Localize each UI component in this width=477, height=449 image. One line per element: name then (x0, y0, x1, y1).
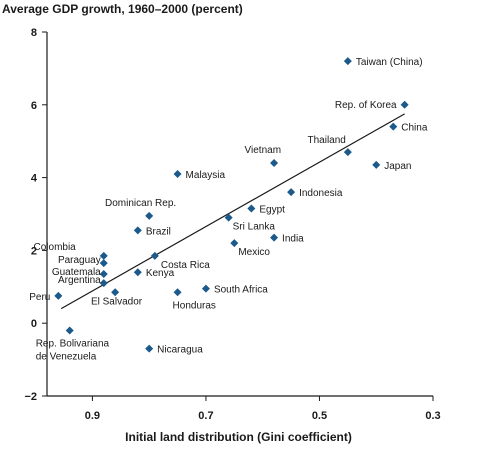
data-point (247, 204, 256, 213)
point-label: Egypt (259, 205, 285, 216)
point-label: Nicaragua (157, 345, 203, 356)
data-point (99, 251, 108, 260)
point-label: Rep. of Korea (335, 100, 397, 111)
data-point (201, 284, 210, 293)
x-tick-label: 0.3 (425, 410, 440, 422)
trend-line (60, 113, 405, 310)
data-point (400, 100, 409, 109)
point-label: Sri Lanka (233, 222, 276, 233)
point-label: Kenya (146, 268, 175, 279)
point-label: Rep. Bolivariana de Venezuela (36, 338, 110, 362)
data-point (287, 188, 296, 197)
point-label: Mexico (238, 247, 270, 258)
data-point (145, 211, 154, 220)
data-point (133, 226, 142, 235)
point-label: Brazil (146, 226, 171, 237)
point-label: Japan (384, 161, 411, 172)
point-label: South Africa (214, 285, 268, 296)
x-tick-label: 0.5 (312, 410, 327, 422)
point-label: India (282, 234, 304, 245)
point-label: Argentina (58, 275, 101, 286)
point-label: Taiwan (China) (356, 57, 423, 68)
x-tick-label: 0.9 (85, 410, 100, 422)
point-label: Honduras (173, 300, 216, 311)
y-tick-label: 0 (31, 318, 37, 330)
point-label: Paraguay (58, 255, 101, 266)
y-tick-label: −2 (24, 391, 37, 403)
data-point (173, 169, 182, 178)
point-label: China (401, 123, 428, 134)
chart-title: Average GDP growth, 1960–2000 (percent) (2, 2, 243, 16)
data-point (54, 291, 63, 300)
point-label: Dominican Rep. (105, 198, 176, 209)
data-point (270, 233, 279, 242)
data-point (389, 122, 398, 131)
data-point (133, 268, 142, 277)
point-label: Malaysia (186, 170, 226, 181)
y-tick-label: 8 (31, 27, 37, 39)
point-label: Colombia (34, 242, 77, 253)
x-tick-label: 0.7 (198, 410, 213, 422)
point-label: El Salvador (91, 296, 143, 307)
point-label: Indonesia (299, 188, 343, 199)
data-point (99, 270, 108, 279)
data-point (150, 251, 159, 260)
y-tick-label: 4 (31, 173, 38, 185)
point-label: Peru (29, 292, 50, 303)
y-tick-label: 6 (31, 100, 37, 112)
data-point (230, 239, 239, 248)
data-point (145, 344, 154, 353)
data-point (343, 57, 352, 66)
point-label: Vietnam (245, 145, 282, 156)
point-label: Guatemala (52, 267, 101, 278)
point-label: Thailand (307, 135, 345, 146)
data-point (224, 213, 233, 222)
data-point (65, 326, 74, 335)
data-point (99, 259, 108, 268)
data-point (270, 159, 279, 168)
data-point (111, 288, 120, 297)
point-label: Costa Rica (161, 260, 210, 271)
y-tick-label: 2 (31, 245, 37, 257)
x-axis-title: Initial land distribution (Gini coeffici… (125, 430, 352, 444)
data-point (343, 148, 352, 157)
data-point (372, 160, 381, 169)
data-point (99, 279, 108, 288)
data-point (173, 288, 182, 297)
